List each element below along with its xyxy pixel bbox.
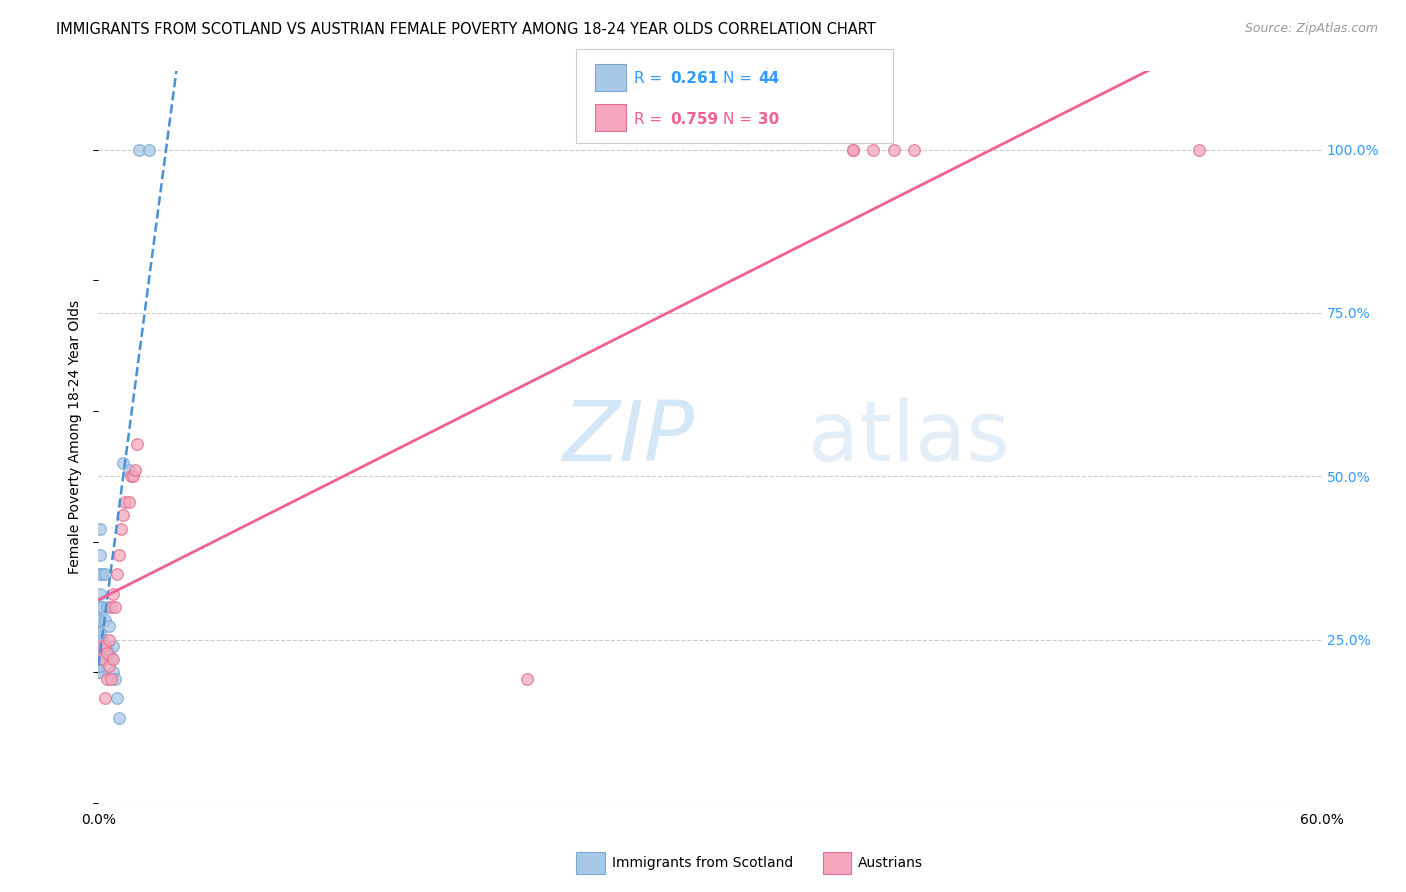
Point: [101, 639, 124, 653]
Point: [118, 495, 141, 509]
Point: [87, 639, 110, 653]
Text: Austrians: Austrians: [858, 856, 922, 871]
Point: [89, 599, 111, 614]
Point: [96, 599, 118, 614]
Point: [97, 632, 120, 647]
Point: [87, 626, 110, 640]
Point: [108, 711, 131, 725]
Text: R =: R =: [634, 112, 668, 128]
Point: [91, 639, 114, 653]
Text: IMMIGRANTS FROM SCOTLAND VS AUSTRIAN FEMALE POVERTY AMONG 18-24 YEAR OLDS CORREL: IMMIGRANTS FROM SCOTLAND VS AUSTRIAN FEM…: [56, 22, 876, 37]
Point: [89, 665, 111, 680]
Text: N =: N =: [723, 112, 756, 128]
Text: Source: ZipAtlas.com: Source: ZipAtlas.com: [1244, 22, 1378, 36]
Point: [111, 508, 134, 523]
Text: Immigrants from Scotland: Immigrants from Scotland: [612, 856, 793, 871]
Point: [104, 599, 127, 614]
Point: [100, 652, 122, 666]
Point: [120, 469, 142, 483]
Point: [96, 639, 118, 653]
Point: [97, 619, 120, 633]
Point: [883, 143, 905, 157]
Point: [91, 567, 114, 582]
Point: [89, 548, 111, 562]
Point: [89, 652, 111, 666]
Point: [91, 632, 114, 647]
Point: [118, 463, 141, 477]
Point: [108, 548, 131, 562]
Point: [87, 646, 110, 660]
Point: [89, 567, 111, 582]
Point: [87, 619, 110, 633]
Text: atlas: atlas: [808, 397, 1010, 477]
Point: [516, 672, 538, 686]
Point: [101, 587, 124, 601]
Point: [841, 143, 863, 157]
Point: [87, 652, 110, 666]
Point: [93, 567, 115, 582]
Point: [101, 665, 124, 680]
Text: ZIP: ZIP: [564, 397, 695, 477]
Point: [91, 652, 114, 666]
Point: [104, 672, 127, 686]
Point: [110, 521, 132, 535]
Text: 0.759: 0.759: [671, 112, 718, 128]
Point: [100, 672, 122, 686]
Point: [87, 665, 110, 680]
Point: [124, 463, 146, 477]
Point: [96, 672, 118, 686]
Point: [101, 652, 124, 666]
Point: [89, 658, 111, 673]
Point: [87, 639, 110, 653]
Point: [97, 646, 120, 660]
Point: [89, 646, 111, 660]
Point: [105, 691, 128, 706]
Point: [91, 652, 114, 666]
Point: [87, 613, 110, 627]
Point: [841, 143, 863, 157]
Text: 0.261: 0.261: [671, 71, 718, 87]
Point: [105, 567, 128, 582]
Y-axis label: Female Poverty Among 18-24 Year Olds: Female Poverty Among 18-24 Year Olds: [69, 300, 83, 574]
Point: [97, 658, 120, 673]
Text: 44: 44: [758, 71, 779, 87]
Point: [111, 456, 134, 470]
Point: [862, 143, 884, 157]
Point: [89, 626, 111, 640]
Point: [93, 691, 115, 706]
Point: [89, 613, 111, 627]
Point: [127, 436, 149, 450]
Point: [89, 639, 111, 653]
Text: 30: 30: [758, 112, 779, 128]
Point: [87, 632, 110, 647]
Text: N =: N =: [723, 71, 756, 87]
Point: [96, 646, 118, 660]
Point: [93, 652, 115, 666]
Point: [138, 143, 160, 157]
Point: [89, 521, 111, 535]
Point: [128, 143, 150, 157]
Point: [903, 143, 925, 157]
Point: [93, 613, 115, 627]
Point: [100, 599, 122, 614]
Point: [87, 658, 110, 673]
Text: R =: R =: [634, 71, 668, 87]
Point: [89, 632, 111, 647]
Point: [93, 639, 115, 653]
Point: [1188, 143, 1211, 157]
Point: [122, 469, 145, 483]
Point: [114, 495, 136, 509]
Point: [89, 587, 111, 601]
Point: [91, 599, 114, 614]
